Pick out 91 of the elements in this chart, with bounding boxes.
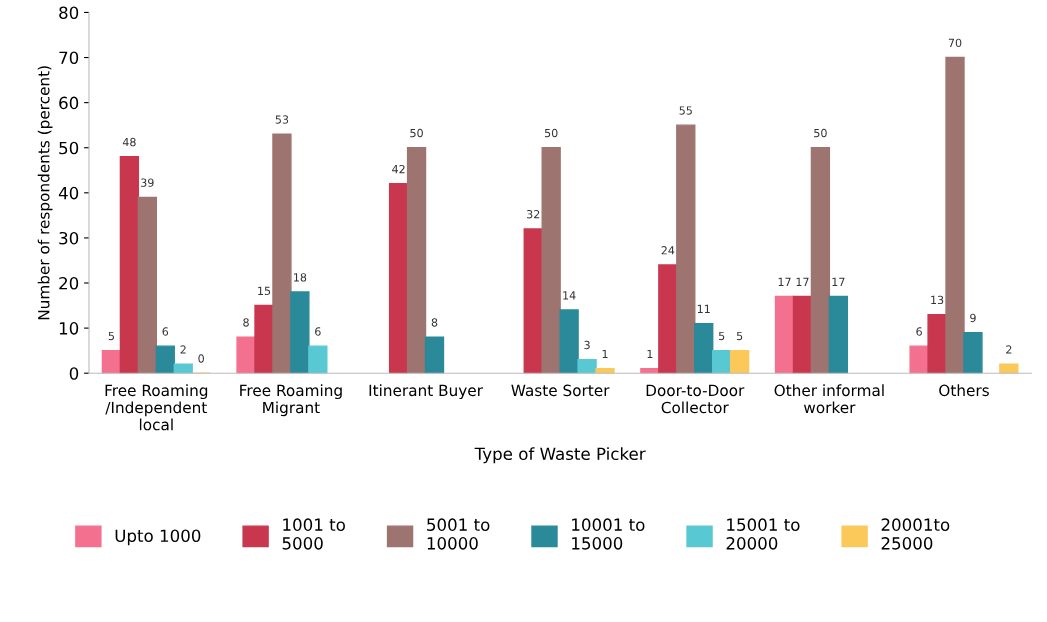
data-label: 70 — [948, 38, 962, 48]
bar — [999, 363, 1019, 374]
legend-label: 15001 to 20000 — [726, 518, 800, 550]
data-label: 32 — [527, 210, 540, 219]
data-label: 5 — [719, 331, 725, 341]
y-tick-label: 80 — [59, 6, 79, 20]
y-tick-label: 70 — [59, 51, 79, 65]
bar — [254, 304, 274, 374]
data-label: 17 — [778, 277, 791, 286]
data-label: 53 — [275, 115, 289, 124]
data-label: 24 — [661, 246, 675, 255]
data-label: 2 — [180, 345, 186, 354]
data-label: 6 — [162, 327, 169, 336]
bar — [909, 345, 929, 374]
data-label: 8 — [243, 318, 249, 327]
bar — [308, 345, 328, 374]
legend-label: 5001 to 10000 — [427, 518, 490, 550]
data-label: 42 — [392, 164, 405, 174]
legend-label: 10001 to 15000 — [572, 518, 645, 550]
bar — [640, 367, 660, 374]
data-label: 5 — [736, 331, 743, 341]
y-tick-label: 50 — [59, 141, 79, 155]
data-label: 3 — [584, 340, 590, 350]
legend-label: 1001 to 5000 — [282, 518, 345, 550]
x-tick-label: Itinerant Buyer — [369, 384, 483, 400]
data-label: 1 — [647, 349, 653, 359]
x-tick-label: Other informal worker — [774, 384, 884, 414]
bar — [810, 147, 831, 374]
data-label: 11 — [697, 304, 710, 313]
y-tick-label: 10 — [59, 322, 79, 335]
data-label: 50 — [814, 128, 827, 138]
y-tick-label: 20 — [59, 276, 79, 290]
bar — [523, 228, 543, 374]
y-tick-label: 60 — [59, 96, 79, 110]
data-label: 17 — [796, 277, 809, 286]
bar — [676, 124, 696, 374]
data-label: 8 — [431, 318, 438, 327]
data-label: 15 — [258, 286, 271, 296]
bar — [945, 56, 965, 374]
bar — [406, 147, 427, 374]
data-label: 18 — [294, 273, 307, 282]
bar — [828, 295, 849, 374]
bar — [388, 183, 409, 374]
data-label: 50 — [410, 128, 423, 138]
x-axis-title: Type of Waste Picker — [474, 447, 646, 464]
bar — [729, 349, 750, 374]
legend-label: Upto 1000 — [115, 529, 201, 546]
x-tick-label: Free Roaming Migrant — [240, 384, 342, 417]
y-tick-label: 40 — [58, 186, 79, 200]
data-label: 2 — [1006, 345, 1012, 354]
data-label: 6 — [315, 327, 321, 336]
legend-label: 20001to 25000 — [881, 518, 950, 550]
bar — [101, 349, 122, 374]
bar — [694, 322, 714, 374]
bar — [577, 358, 597, 374]
data-label: 5 — [108, 331, 114, 341]
x-tick-label: Others — [939, 384, 989, 397]
bar — [774, 295, 795, 374]
data-label: 55 — [679, 106, 692, 115]
bar — [119, 156, 140, 374]
x-tick-label: Free Roaming /Independent local — [105, 384, 208, 431]
y-axis-title: Number of respondents (percent) — [37, 66, 53, 320]
x-tick-label: Waste Sorter — [511, 384, 610, 397]
bar — [155, 345, 175, 374]
data-label: 48 — [122, 137, 136, 147]
x-tick-label: Door-to-Door Collector — [646, 384, 745, 414]
data-label: 14 — [563, 291, 576, 300]
bar — [927, 313, 947, 374]
bar — [137, 196, 157, 374]
bar — [424, 336, 445, 374]
bar — [658, 264, 678, 374]
bar — [559, 309, 579, 374]
bar — [272, 133, 292, 374]
data-label: 1 — [602, 349, 608, 359]
data-label: 50 — [544, 128, 558, 138]
data-label: 13 — [931, 295, 944, 305]
bar — [290, 291, 310, 374]
bar — [541, 147, 561, 374]
bar — [963, 331, 983, 374]
data-label: 17 — [832, 277, 845, 286]
bar — [236, 336, 256, 374]
y-tick-label: 0 — [69, 367, 79, 380]
data-label: 6 — [916, 327, 922, 336]
bar — [712, 349, 732, 374]
bar — [173, 363, 193, 374]
bar — [792, 295, 813, 374]
bar — [595, 367, 615, 374]
data-label: 39 — [141, 178, 154, 187]
data-label: 9 — [970, 313, 976, 323]
data-label: 0 — [198, 354, 204, 363]
y-tick-label: 30 — [59, 231, 79, 245]
